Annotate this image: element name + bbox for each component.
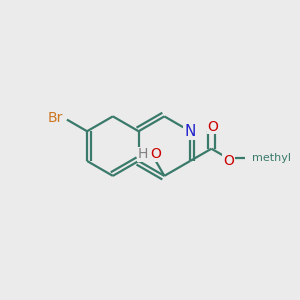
Text: O: O [207,120,218,134]
Text: O: O [223,154,234,168]
Text: Br: Br [48,111,63,125]
Text: N: N [184,124,196,139]
Text: methyl: methyl [252,153,291,163]
Text: O: O [151,147,161,161]
Text: H: H [138,147,148,161]
